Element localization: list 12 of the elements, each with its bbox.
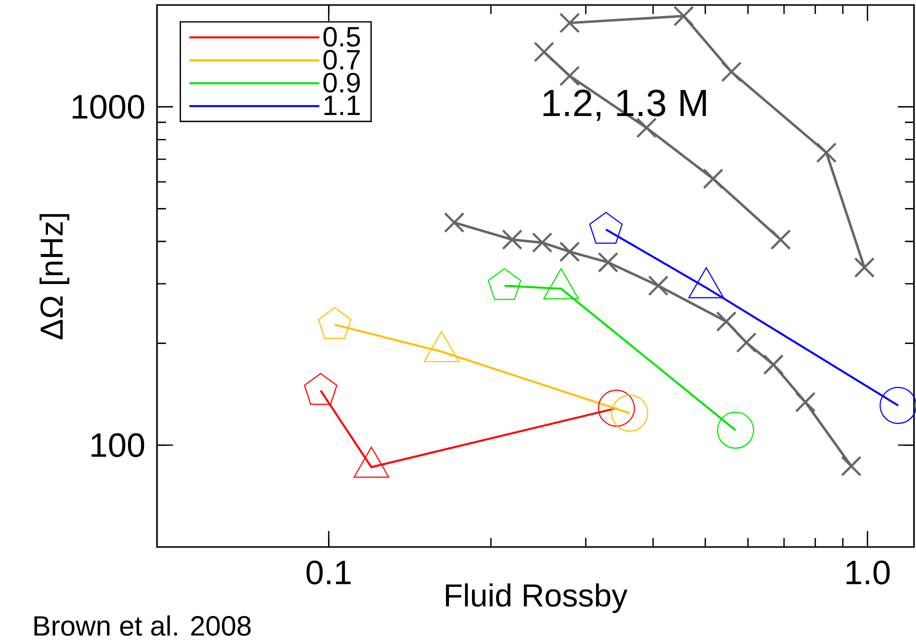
y-tick-label: 1000 — [72, 94, 144, 119]
legend-label: 0.9 — [323, 72, 360, 93]
legend-label: 0.7 — [323, 50, 360, 70]
x-tick-label: 1.0 — [846, 560, 890, 584]
y-axis-title: ΔΩ [nHz] — [40, 214, 70, 340]
x-tick-label: 0.1 — [306, 560, 351, 584]
text: Brown et al. 2008 — [34, 615, 251, 636]
y-tick-label: 100 — [92, 433, 144, 458]
legend-label: 0.5 — [323, 26, 360, 47]
annotation: 1.2, 1.3 M — [544, 90, 706, 121]
x-axis-title: Fluid Rossby — [446, 583, 628, 614]
legend-label: 1.1 — [324, 96, 360, 115]
